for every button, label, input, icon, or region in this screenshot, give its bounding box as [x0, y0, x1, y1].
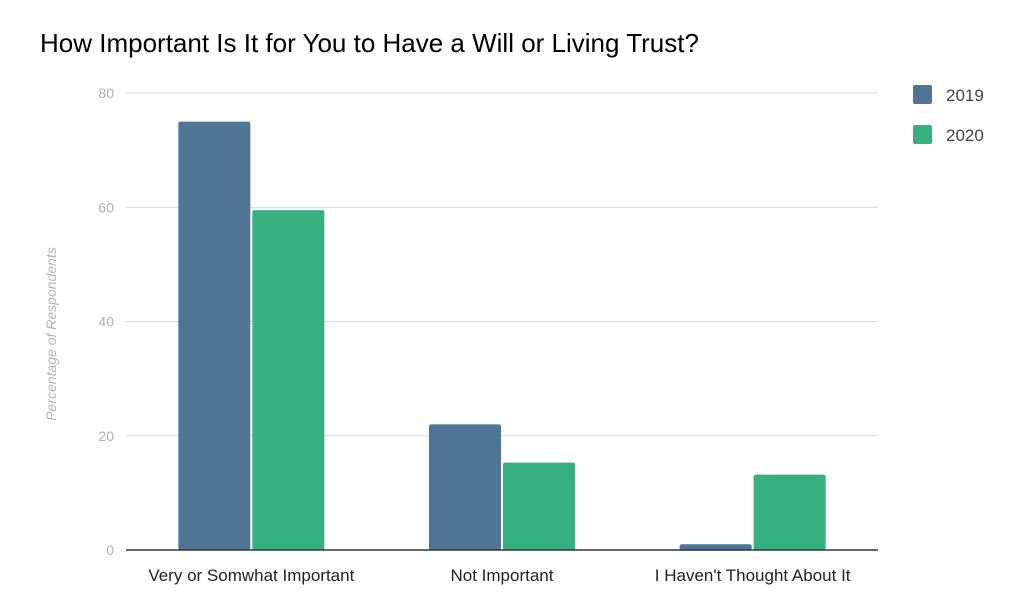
- bar-2019-0: [178, 121, 251, 550]
- y-axis-ticks: 0 20 40 60 80: [98, 85, 114, 558]
- y-tick-label: 0: [106, 542, 114, 558]
- bar-2020-2: [753, 474, 826, 550]
- x-category-label: Very or Somwhat Important: [148, 566, 354, 585]
- y-tick-label: 20: [98, 428, 114, 444]
- bars: [178, 121, 826, 550]
- legend: 2019 2020: [913, 85, 984, 145]
- y-tick-label: 80: [98, 85, 114, 101]
- x-axis-categories: Very or Somwhat Important Not Important I …: [148, 566, 850, 585]
- legend-label-2020: 2020: [946, 126, 984, 145]
- chart-title: How Important Is It for You to Have a Wi…: [40, 28, 699, 58]
- x-category-label: I Haven't Thought About It: [655, 566, 851, 585]
- bar-2019-1: [429, 424, 501, 550]
- bar-2020-1: [503, 462, 575, 550]
- y-tick-label: 60: [98, 199, 114, 215]
- legend-swatch-2019: [913, 85, 932, 104]
- bar-2019-2: [679, 544, 752, 550]
- legend-label-2019: 2019: [946, 86, 984, 105]
- y-tick-label: 40: [98, 314, 114, 330]
- legend-swatch-2020: [913, 125, 932, 144]
- bar-2020-0: [252, 210, 325, 550]
- x-category-label: Not Important: [451, 566, 554, 585]
- gridlines: [126, 92, 878, 437]
- y-axis-label: Percentage of Respondents: [43, 247, 59, 421]
